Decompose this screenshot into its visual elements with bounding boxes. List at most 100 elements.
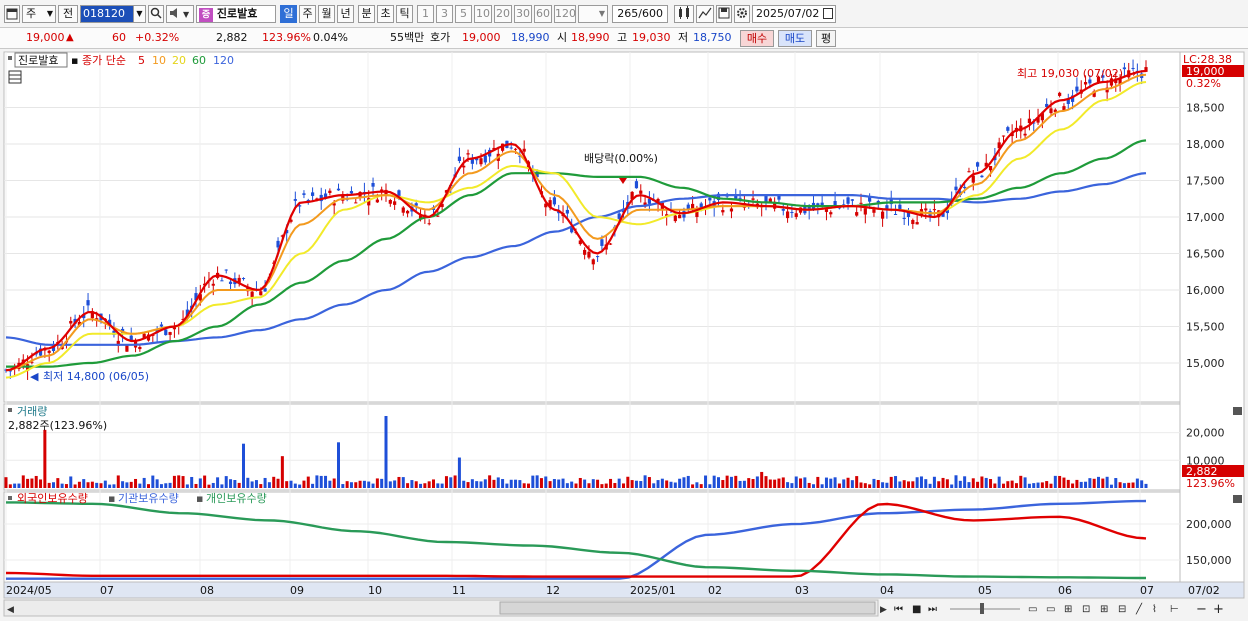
table-toggle-icon[interactable] [8,70,22,84]
tab-second[interactable]: 초 [377,5,394,23]
draw-line-icon[interactable]: ╱ [1135,602,1143,615]
align-icon[interactable]: ⊟ [1118,604,1126,615]
count-value: 265 [617,7,639,20]
candle-type-icon[interactable] [674,5,694,23]
scroll-right-icon[interactable]: ▶ [880,605,887,615]
interval-1[interactable]: 1 [417,5,434,23]
custom-interval-dropdown[interactable]: ▼ [578,5,608,23]
code-dropdown-icon[interactable]: ▼ [133,5,146,23]
crosshair-icon[interactable]: ⊞ [1064,604,1072,615]
volume-bar [894,476,898,488]
search-icon[interactable] [148,5,164,23]
volume-bar [436,483,440,488]
rewind-icon[interactable]: ⏮ [894,604,903,615]
interval-3[interactable]: 3 [436,5,453,23]
zoom-slider-handle[interactable] [980,603,984,614]
scroll-left-icon[interactable]: ◀ [7,605,14,615]
period-select[interactable]: 주 ▼ [22,5,56,23]
volume-bar [989,479,993,488]
candle-body [833,201,837,207]
candle-body [552,197,557,205]
tab-day[interactable]: 일 [280,5,297,23]
candle-body [686,204,690,211]
stock-badge-icon: 증 [199,8,213,22]
interval-120[interactable]: 120 [554,5,576,23]
eval-button[interactable]: 평 [816,30,836,47]
stock-name-field[interactable]: 증 진로발효 [196,5,276,23]
candle-body [837,207,842,209]
close-icon[interactable] [1233,407,1242,415]
layout-icon[interactable]: ▭ [1028,604,1037,615]
volume-bar [591,479,595,488]
layout-split-icon[interactable]: ▭ [1046,604,1055,615]
grid-icon[interactable]: ⊞ [1100,604,1108,615]
count-field[interactable]: 265/600 [612,5,668,23]
interval-20[interactable]: 20 [494,5,512,23]
stock-chart[interactable]: 15,000 15,500 16,000 16,500 17,000 17,500 18,0… [0,50,1248,621]
volume-bar [695,482,699,488]
fit-icon[interactable]: ⊡ [1082,604,1090,615]
zoom-out-icon[interactable]: − [1196,602,1207,617]
gear-icon[interactable] [734,5,750,23]
tab-tick[interactable]: 틱 [396,5,413,23]
stock-tag-box[interactable] [14,52,68,68]
individual-label[interactable]: 개인보유수량 [206,492,267,505]
ruler-icon[interactable]: ⊢ [1170,604,1179,615]
forward-icon[interactable]: ⏭ [928,604,937,615]
volume-bar [691,484,695,488]
draw-curve-icon[interactable]: ⌇ [1152,604,1157,615]
institution-label[interactable]: 기관보유수량 [118,492,179,505]
candle-body [721,210,725,213]
panel-menu-icon[interactable] [8,408,12,412]
tab-minute[interactable]: 분 [358,5,375,23]
tab-month[interactable]: 월 [318,5,335,23]
volume-bar [751,479,755,488]
chart-tools-icon[interactable] [696,5,714,23]
volume-bar [77,481,81,488]
panel-menu-icon[interactable] [8,56,12,60]
tab-week[interactable]: 주 [299,5,316,23]
candle-body [492,147,496,150]
window-menu-icon[interactable] [4,5,20,23]
volume-bar [652,483,656,488]
scrollbar-thumb[interactable] [499,601,876,615]
jeon-button[interactable]: 전 [58,5,78,23]
interval-5-label: 5 [460,7,467,20]
candle-body [82,314,86,319]
candle-body [777,195,781,200]
volume-bar [669,481,673,488]
stop-icon[interactable]: ■ [912,604,921,615]
zoom-in-icon[interactable]: + [1213,602,1224,617]
volume-bar [587,483,591,488]
chart-area[interactable]: 15,000 15,500 16,000 16,500 17,000 17,500 18,0… [0,50,1248,621]
interval-60[interactable]: 60 [534,5,552,23]
close-icon[interactable] [1233,495,1242,503]
stock-code-input[interactable]: 018120 [80,5,146,23]
speaker-icon[interactable]: ▼ [166,5,194,23]
candle-body [587,251,591,258]
sell-button[interactable]: 매도 [778,30,812,47]
tab-year[interactable]: 년 [337,5,354,23]
interval-5[interactable]: 5 [455,5,472,23]
buy-button[interactable]: 매수 [740,30,774,47]
date-field[interactable]: 2025/07/02 [752,5,836,23]
x-axis-end-label: 07/02 [1188,584,1220,597]
candle-body [1058,92,1062,96]
volume-bar [306,476,310,488]
volume-bar [108,484,112,488]
volume-bar [889,476,893,488]
foreign-label[interactable]: 외국인보유수량 [17,492,88,505]
interval-30[interactable]: 30 [514,5,532,23]
volume-bar [1122,483,1126,488]
ma-label[interactable]: 종가 단순 [82,54,126,67]
save-icon[interactable] [716,5,732,23]
volume-bar [47,482,51,488]
volume-bar [924,479,928,488]
panel-menu-icon[interactable] [8,496,12,500]
volume-bar [963,476,967,488]
volume-bar [280,456,284,488]
interval-10[interactable]: 10 [474,5,492,23]
high-label: 고 [617,31,628,44]
volume-bar [337,442,340,488]
volume-bar [522,483,526,488]
